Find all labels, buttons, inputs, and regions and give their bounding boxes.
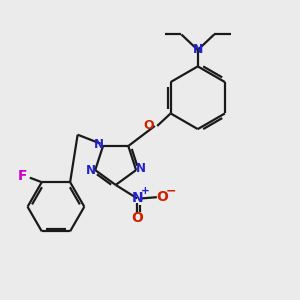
Text: N: N bbox=[86, 164, 96, 177]
Text: O: O bbox=[144, 119, 154, 133]
Text: N: N bbox=[132, 191, 144, 205]
Text: F: F bbox=[18, 169, 27, 184]
Text: N: N bbox=[193, 44, 203, 56]
Text: N: N bbox=[94, 138, 103, 151]
Text: O: O bbox=[156, 190, 168, 204]
Text: +: + bbox=[141, 186, 150, 196]
Text: −: − bbox=[166, 184, 176, 197]
Text: N: N bbox=[136, 162, 146, 175]
Text: O: O bbox=[131, 212, 143, 225]
